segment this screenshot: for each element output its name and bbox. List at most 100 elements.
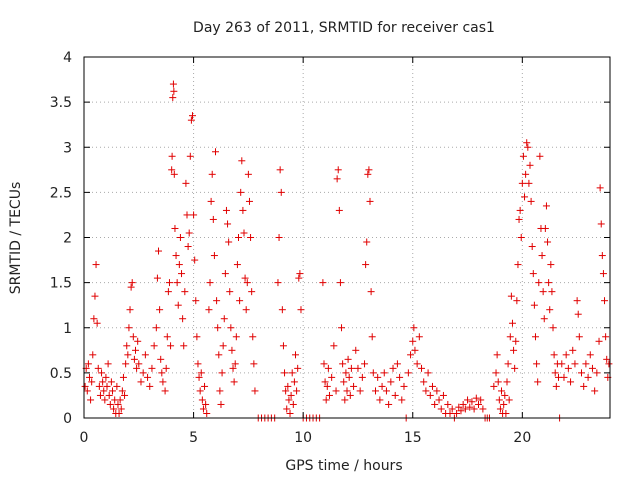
data-point [511,364,519,372]
data-point [599,270,607,278]
data-point [336,279,344,287]
data-point [129,333,137,341]
data-point [534,378,542,386]
data-point [229,364,237,372]
data-point [134,337,142,345]
data-point [275,234,283,241]
data-point [324,364,332,372]
data-point [248,288,256,296]
data-point [591,387,599,395]
data-point [369,369,377,377]
data-point [598,252,606,260]
data-point [249,333,257,341]
data-point [90,315,98,323]
data-point [179,315,187,323]
data-point [344,355,352,363]
data-point [188,112,196,120]
data-point [165,279,173,287]
data-point [170,170,178,178]
data-point [172,252,180,260]
data-point [240,229,248,237]
data-point [230,378,238,386]
data-point [603,355,611,363]
data-point [158,369,166,377]
data-point [210,252,218,260]
data-point [446,409,454,417]
data-point [106,400,114,408]
data-point [433,387,441,395]
data-point [492,369,500,377]
data-point [404,369,412,377]
data-point [546,306,554,314]
y-tick-label: 0.5 [50,366,72,382]
data-point [346,391,354,399]
data-point [517,234,525,241]
data-point [540,315,548,323]
data-point [89,351,97,359]
data-point [378,382,386,390]
x-tick-label: 20 [513,430,531,446]
data-point [376,396,384,404]
data-point [472,394,480,402]
data-point [578,369,586,377]
data-point [159,378,167,386]
data-point [288,369,296,377]
data-point [194,360,202,368]
data-point [564,364,572,372]
data-point [364,170,372,178]
data-point [247,234,255,241]
data-point [127,283,135,291]
data-point [126,306,134,314]
data-point [322,396,330,404]
data-point [191,256,199,264]
data-point [505,396,513,404]
data-point [574,310,582,318]
data-point [250,360,258,368]
data-point [117,405,125,413]
data-point [197,369,205,377]
data-point [274,279,282,287]
data-point [522,170,530,178]
data-point [222,206,230,214]
data-point [227,324,235,332]
data-point [118,387,126,395]
data-point [103,382,111,390]
data-point [367,288,375,296]
data-point [201,382,209,390]
data-point [123,342,131,350]
data-point [130,355,138,363]
data-point [475,400,482,408]
data-point [233,261,241,269]
data-point [132,346,140,354]
data-point [431,400,439,408]
data-point [332,387,340,395]
data-point [216,387,224,395]
data-point [141,351,149,359]
data-point [333,175,341,183]
data-point [490,382,498,390]
y-tick-label: 1 [63,321,72,337]
data-point [176,234,184,241]
data-point [515,215,523,223]
data-point [99,378,107,386]
data-point [225,238,233,246]
data-point [205,306,213,314]
data-point [105,391,113,399]
data-point [128,279,136,287]
data-point [92,261,100,269]
data-point [95,382,103,390]
data-point [510,346,518,354]
data-point [366,197,374,205]
y-tick-label: 4 [63,50,72,66]
data-point [502,409,510,417]
data-point [110,405,118,413]
data-point [203,409,211,417]
data-point [428,382,436,390]
data-point [81,382,89,390]
data-point [174,301,182,309]
y-tick-label: 2 [63,231,72,247]
data-point [400,382,408,390]
data-point [182,179,190,187]
data-point [323,382,331,390]
